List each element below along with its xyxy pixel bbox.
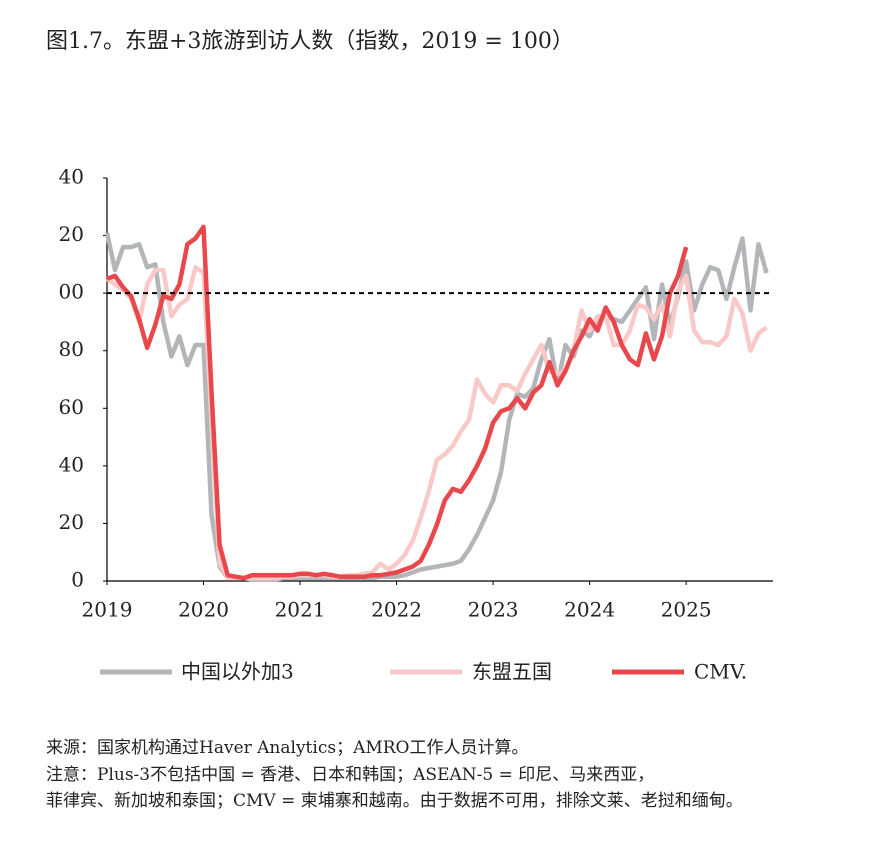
x-tick-label: 2024 (564, 598, 615, 622)
source: 来源：国家机构通过Haver Analytics；AMRO工作人员计算。 (46, 738, 529, 758)
y-tick-label: 80 (59, 337, 84, 361)
x-tick-label: 2022 (371, 598, 422, 622)
chart-title: 图1.7。东盟+3旅游到访人数（指数，2019 = 100） (46, 29, 574, 54)
x-tick-label: 2023 (468, 598, 519, 622)
y-tick-label: 0 (71, 568, 84, 592)
note: 注意：Plus-3不包括中国 = 香港、日本和韩国；ASEAN-5 = 印尼、马… (46, 765, 655, 785)
y-tick-label: 40 (59, 452, 84, 476)
y-tick-label: 20 (59, 510, 84, 534)
x-tick-label: 2019 (82, 598, 133, 622)
note: 菲律宾、新加坡和泰国；CMV = 柬埔寨和越南。由于数据不可用，排除文莱、老挝和… (46, 791, 743, 811)
legend-label: 中国以外加3 (181, 660, 294, 684)
y-tick-label: 40 (59, 165, 84, 189)
legend-label: CMV. (694, 660, 747, 684)
y-tick-label: 00 (59, 280, 84, 304)
legend-label: 东盟五国 (472, 660, 552, 684)
y-tick-label: 60 (59, 395, 84, 419)
y-tick-label: 20 (59, 222, 84, 246)
x-tick-label: 2021 (275, 598, 326, 622)
series-line (106, 224, 689, 581)
x-tick-label: 2025 (661, 598, 712, 622)
x-tick-label: 2020 (178, 598, 229, 622)
